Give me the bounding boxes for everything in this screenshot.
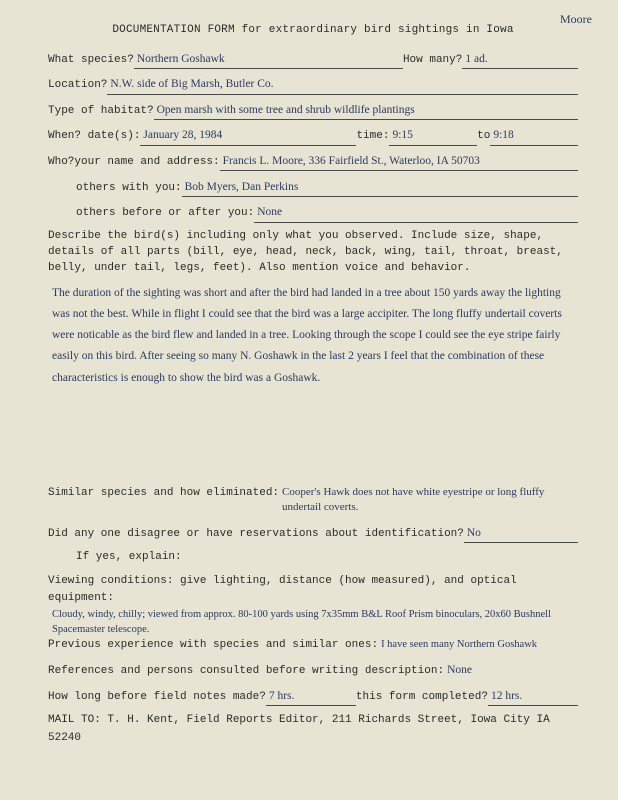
label-species: What species?	[48, 52, 134, 70]
blank-space	[48, 389, 578, 485]
label-describe: Describe the bird(s) including only what…	[48, 229, 578, 277]
answer-others-with: Bob Myers, Dan Perkins	[182, 178, 578, 197]
label-others-with: others with you:	[76, 180, 182, 198]
answer-time-to: 9:18	[490, 126, 578, 145]
answer-date: January 28, 1984	[140, 126, 356, 145]
label-references: References and persons consulted before …	[48, 663, 444, 681]
row-howlong: How long before field notes made? 7 hrs.…	[48, 687, 578, 707]
label-viewing: Viewing conditions: give lighting, dista…	[48, 573, 578, 608]
row-when: When? date(s): January 28, 1984 time: 9:…	[48, 126, 578, 146]
row-others-with: others with you: Bob Myers, Dan Perkins	[48, 178, 578, 198]
answer-location: N.W. side of Big Marsh, Butler Co.	[107, 75, 578, 94]
row-location: Location? N.W. side of Big Marsh, Butler…	[48, 75, 578, 95]
mail-to: MAIL TO: T. H. Kent, Field Reports Edito…	[48, 712, 578, 747]
answer-notes-made: 7 hrs.	[266, 687, 356, 706]
row-disagree: Did any one disagree or have reservation…	[48, 524, 578, 544]
label-who: Who?your name and address:	[48, 154, 220, 172]
answer-who: Francis L. Moore, 336 Fairfield St., Wat…	[220, 152, 578, 171]
label-ifyes: If yes, explain:	[76, 549, 182, 567]
label-disagree: Did any one disagree or have reservation…	[48, 526, 464, 544]
answer-description: The duration of the sighting was short a…	[48, 277, 578, 389]
label-when: When? date(s):	[48, 128, 140, 146]
label-howlong: How long before field notes made?	[48, 689, 266, 707]
label-form-completed: this form completed?	[356, 689, 488, 707]
row-who: Who?your name and address: Francis L. Mo…	[48, 152, 578, 172]
label-previous: Previous experience with species and sim…	[48, 637, 378, 655]
label-to: to	[477, 128, 490, 146]
row-species: What species? Northern Goshawk How many?…	[48, 50, 578, 70]
answer-form-completed: 12 hrs.	[488, 687, 578, 706]
row-references: References and persons consulted before …	[48, 661, 578, 681]
label-time: time:	[356, 128, 389, 146]
corner-annotation: Moore	[560, 12, 592, 27]
answer-species: Northern Goshawk	[134, 50, 403, 69]
answer-viewing: Cloudy, windy, chilly; viewed from appro…	[48, 608, 578, 637]
label-similar: Similar species and how eliminated:	[48, 485, 279, 503]
row-previous: Previous experience with species and sim…	[48, 637, 578, 655]
answer-habitat: Open marsh with some tree and shrub wild…	[154, 101, 578, 120]
document-form: DOCUMENTATION FORM for extraordinary bir…	[0, 0, 618, 767]
answer-previous: I have seen many Northern Goshawk	[378, 637, 578, 654]
form-title: DOCUMENTATION FORM for extraordinary bir…	[48, 22, 578, 40]
row-ifyes: If yes, explain:	[48, 549, 578, 567]
label-others-before: others before or after you:	[76, 205, 254, 223]
row-habitat: Type of habitat? Open marsh with some tr…	[48, 101, 578, 121]
label-location: Location?	[48, 77, 107, 95]
answer-howmany: 1 ad.	[462, 50, 578, 69]
answer-time-from: 9:15	[389, 126, 477, 145]
answer-disagree: No	[464, 524, 578, 543]
row-similar: Similar species and how eliminated: Coop…	[48, 485, 578, 516]
row-others-before: others before or after you: None	[48, 203, 578, 223]
label-howmany: How many?	[403, 52, 462, 70]
answer-others-before: None	[254, 203, 578, 222]
answer-similar: Cooper's Hawk does not have white eyestr…	[279, 485, 578, 516]
label-habitat: Type of habitat?	[48, 103, 154, 121]
answer-references: None	[444, 661, 578, 679]
